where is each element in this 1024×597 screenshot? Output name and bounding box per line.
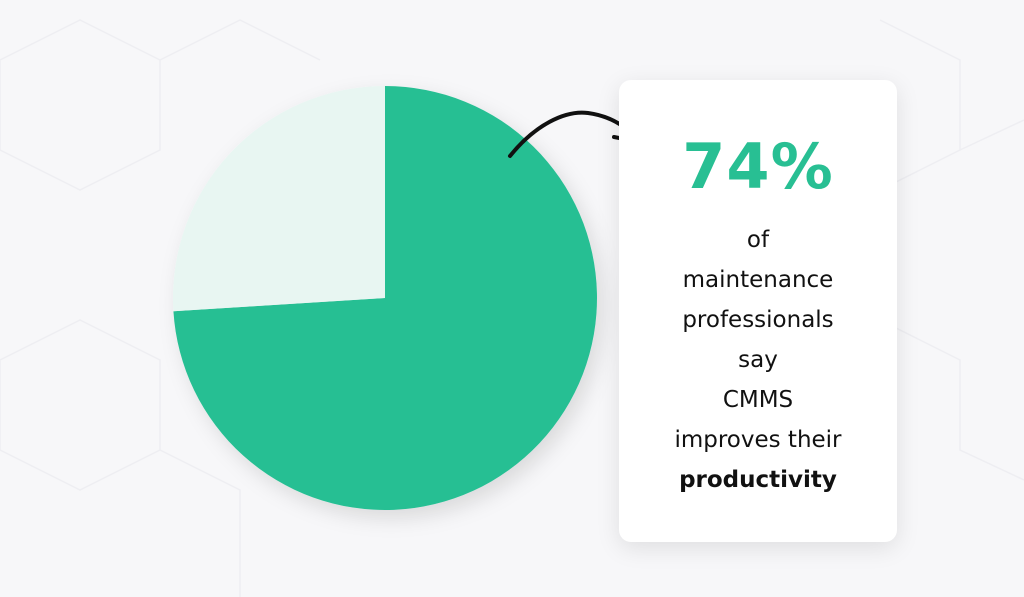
description-line: CMMS: [722, 387, 794, 413]
description-line: improves their: [674, 427, 842, 453]
description-line: say: [738, 347, 778, 373]
stat-callout-card: 74% of maintenance professionals say CMM…: [619, 80, 897, 542]
pie-slice-0: [173, 86, 598, 510]
pie-slice-1: [173, 86, 385, 312]
stat-description: of maintenance professionals say CMMS im…: [619, 220, 897, 500]
description-line: professionals: [682, 307, 834, 333]
description-line: of: [746, 227, 770, 253]
description-line: maintenance: [682, 267, 834, 293]
stat-value: 74%: [682, 130, 834, 203]
description-emphasis: productivity: [679, 467, 837, 493]
